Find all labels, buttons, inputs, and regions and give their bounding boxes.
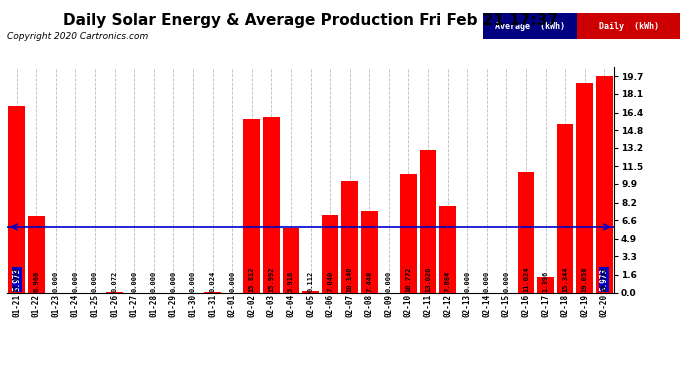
Text: 0.000: 0.000 (72, 271, 79, 292)
Text: 13.020: 13.020 (425, 267, 431, 292)
Text: 5.916: 5.916 (288, 271, 294, 292)
Text: 1.396: 1.396 (542, 271, 549, 292)
Text: 0.000: 0.000 (131, 271, 137, 292)
Bar (322, 215, 338, 292)
Text: 0.112: 0.112 (308, 271, 313, 292)
Text: 0.000: 0.000 (386, 271, 392, 292)
Text: 10.140: 10.140 (346, 267, 353, 292)
Text: 7.884: 7.884 (444, 271, 451, 292)
Text: 15.344: 15.344 (562, 267, 568, 292)
Bar (596, 76, 613, 292)
Text: Copyright 2020 Cartronics.com: Copyright 2020 Cartronics.com (7, 32, 148, 41)
Bar (244, 119, 260, 292)
Text: 11.024: 11.024 (523, 267, 529, 292)
Text: 0.024: 0.024 (210, 271, 215, 292)
Text: Daily  (kWh): Daily (kWh) (598, 22, 658, 31)
Text: 15.992: 15.992 (268, 267, 275, 292)
Text: 5.973: 5.973 (600, 268, 609, 291)
Text: 0.000: 0.000 (504, 271, 509, 292)
Text: 19.732: 19.732 (601, 267, 607, 292)
Text: 0.000: 0.000 (464, 271, 470, 292)
Text: 7.040: 7.040 (327, 271, 333, 292)
Text: Average  (kWh): Average (kWh) (495, 22, 565, 31)
Bar (28, 216, 45, 292)
Bar (342, 181, 358, 292)
Bar (302, 291, 319, 292)
Text: 15.812: 15.812 (248, 267, 255, 292)
Text: 6.966: 6.966 (33, 271, 39, 292)
FancyBboxPatch shape (483, 13, 578, 39)
Bar (400, 174, 417, 292)
Text: 10.772: 10.772 (406, 267, 411, 292)
Text: 0.000: 0.000 (92, 271, 98, 292)
Text: 5.973: 5.973 (12, 268, 21, 291)
Bar (440, 206, 456, 292)
Bar (8, 106, 25, 292)
FancyBboxPatch shape (578, 13, 680, 39)
Text: 0.000: 0.000 (53, 271, 59, 292)
Text: Daily Solar Energy & Average Production Fri Feb 21 17:37: Daily Solar Energy & Average Production … (63, 13, 558, 28)
Text: 0.000: 0.000 (190, 271, 196, 292)
Text: 0.000: 0.000 (229, 271, 235, 292)
Bar (361, 211, 377, 292)
Text: 0.000: 0.000 (170, 271, 177, 292)
Text: 0.000: 0.000 (151, 271, 157, 292)
Text: 7.448: 7.448 (366, 271, 373, 292)
Text: 0.000: 0.000 (484, 271, 490, 292)
Bar (283, 228, 299, 292)
Text: 19.056: 19.056 (582, 267, 588, 292)
Bar (538, 277, 554, 292)
Bar (557, 124, 573, 292)
Bar (263, 117, 279, 292)
Bar (420, 150, 436, 292)
Text: 0.072: 0.072 (112, 271, 117, 292)
Bar (576, 83, 593, 292)
Text: 17.012: 17.012 (14, 267, 20, 292)
Bar (518, 171, 534, 292)
